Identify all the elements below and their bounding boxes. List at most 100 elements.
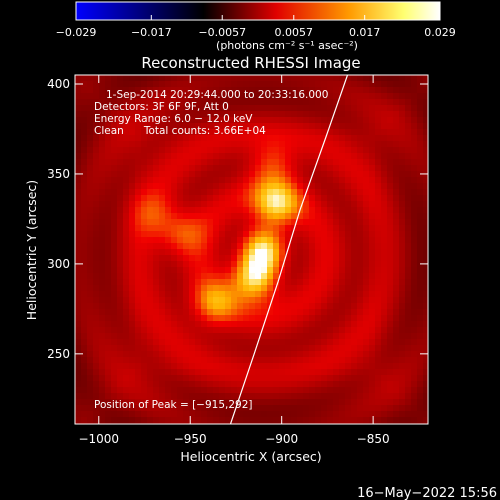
- heatmap-cell: [285, 321, 292, 328]
- heatmap-cell: [261, 111, 268, 118]
- heatmap-cell: [297, 291, 304, 298]
- heatmap-cell: [315, 405, 322, 412]
- heatmap-cell: [237, 255, 244, 262]
- heatmap-cell: [327, 171, 334, 178]
- heatmap-cell: [333, 405, 340, 412]
- heatmap-cell: [333, 87, 340, 94]
- heatmap-cell: [363, 153, 370, 160]
- heatmap-cell: [159, 387, 166, 394]
- heatmap-cell: [387, 117, 394, 124]
- x-axis-label: Heliocentric X (arcsec): [180, 449, 321, 464]
- heatmap-cell: [207, 135, 214, 142]
- heatmap-cell: [87, 417, 94, 424]
- heatmap-cell: [363, 315, 370, 322]
- heatmap-cell: [261, 171, 268, 178]
- heatmap-cell: [423, 159, 428, 166]
- heatmap-cell: [357, 249, 364, 256]
- heatmap-cell: [261, 153, 268, 160]
- heatmap-cell: [219, 231, 226, 238]
- heatmap-cell: [345, 375, 352, 382]
- heatmap-cell: [291, 273, 298, 280]
- heatmap-cell: [195, 177, 202, 184]
- heatmap-cell: [291, 369, 298, 376]
- heatmap-cell: [405, 225, 412, 232]
- heatmap-cell: [261, 165, 268, 172]
- heatmap-cell: [165, 393, 172, 400]
- heatmap-cell: [135, 255, 142, 262]
- heatmap-cell: [345, 75, 352, 82]
- heatmap-cell: [291, 111, 298, 118]
- heatmap-cell: [345, 261, 352, 268]
- heatmap-cell: [117, 309, 124, 316]
- heatmap-cell: [87, 393, 94, 400]
- heatmap-cell: [87, 81, 94, 88]
- heatmap-cell: [375, 237, 382, 244]
- heatmap-cell: [159, 279, 166, 286]
- heatmap-cell: [237, 165, 244, 172]
- heatmap-cell: [321, 189, 328, 196]
- heatmap-cell: [351, 351, 358, 358]
- heatmap-cell: [207, 417, 214, 424]
- heatmap-cell: [315, 123, 322, 130]
- heatmap-cell: [171, 135, 178, 142]
- heatmap-cell: [81, 399, 88, 406]
- heatmap-cell: [417, 309, 424, 316]
- heatmap-cell: [411, 315, 418, 322]
- heatmap-cell: [273, 195, 280, 202]
- heatmap-cell: [177, 201, 184, 208]
- heatmap-cell: [81, 117, 88, 124]
- heatmap-cell: [123, 249, 130, 256]
- heatmap-cell: [183, 135, 190, 142]
- heatmap-cell: [129, 321, 136, 328]
- heatmap-cell: [159, 291, 166, 298]
- heatmap-cell: [231, 327, 238, 334]
- heatmap-cell: [423, 195, 428, 202]
- heatmap-cell: [219, 105, 226, 112]
- heatmap-cell: [153, 195, 160, 202]
- heatmap-cell: [339, 375, 346, 382]
- heatmap-cell: [363, 267, 370, 274]
- heatmap-cell: [423, 249, 428, 256]
- heatmap-cell: [357, 165, 364, 172]
- heatmap-cell: [99, 207, 106, 214]
- heatmap-cell: [303, 129, 310, 136]
- heatmap-cell: [321, 363, 328, 370]
- heatmap-cell: [135, 321, 142, 328]
- heatmap-cell: [111, 219, 118, 226]
- heatmap-cell: [381, 129, 388, 136]
- heatmap-cell: [75, 213, 82, 220]
- heatmap-cell: [135, 81, 142, 88]
- heatmap-cell: [243, 129, 250, 136]
- heatmap-cell: [369, 345, 376, 352]
- heatmap-cell: [249, 291, 256, 298]
- heatmap-cell: [375, 417, 382, 424]
- heatmap-cell: [417, 249, 424, 256]
- heatmap-cell: [345, 129, 352, 136]
- heatmap-cell: [219, 129, 226, 136]
- heatmap-cell: [423, 123, 428, 130]
- heatmap-cell: [117, 399, 124, 406]
- heatmap-cell: [165, 357, 172, 364]
- heatmap-cell: [327, 99, 334, 106]
- heatmap-cell: [273, 93, 280, 100]
- heatmap-cell: [117, 369, 124, 376]
- heatmap-cell: [135, 93, 142, 100]
- heatmap-cell: [213, 369, 220, 376]
- heatmap-cell: [195, 351, 202, 358]
- heatmap-cell: [183, 369, 190, 376]
- heatmap-cell: [363, 195, 370, 202]
- heatmap-cell: [345, 207, 352, 214]
- heatmap-cell: [279, 339, 286, 346]
- heatmap-cell: [135, 123, 142, 130]
- heatmap-cell: [213, 93, 220, 100]
- heatmap-cell: [351, 195, 358, 202]
- heatmap-cell: [423, 105, 428, 112]
- heatmap-cell: [399, 387, 406, 394]
- heatmap-cell: [357, 351, 364, 358]
- heatmap-cell: [423, 303, 428, 310]
- heatmap-cell: [207, 297, 214, 304]
- heatmap-cell: [135, 171, 142, 178]
- heatmap-cell: [87, 177, 94, 184]
- heatmap-cell: [99, 291, 106, 298]
- heatmap-cell: [309, 93, 316, 100]
